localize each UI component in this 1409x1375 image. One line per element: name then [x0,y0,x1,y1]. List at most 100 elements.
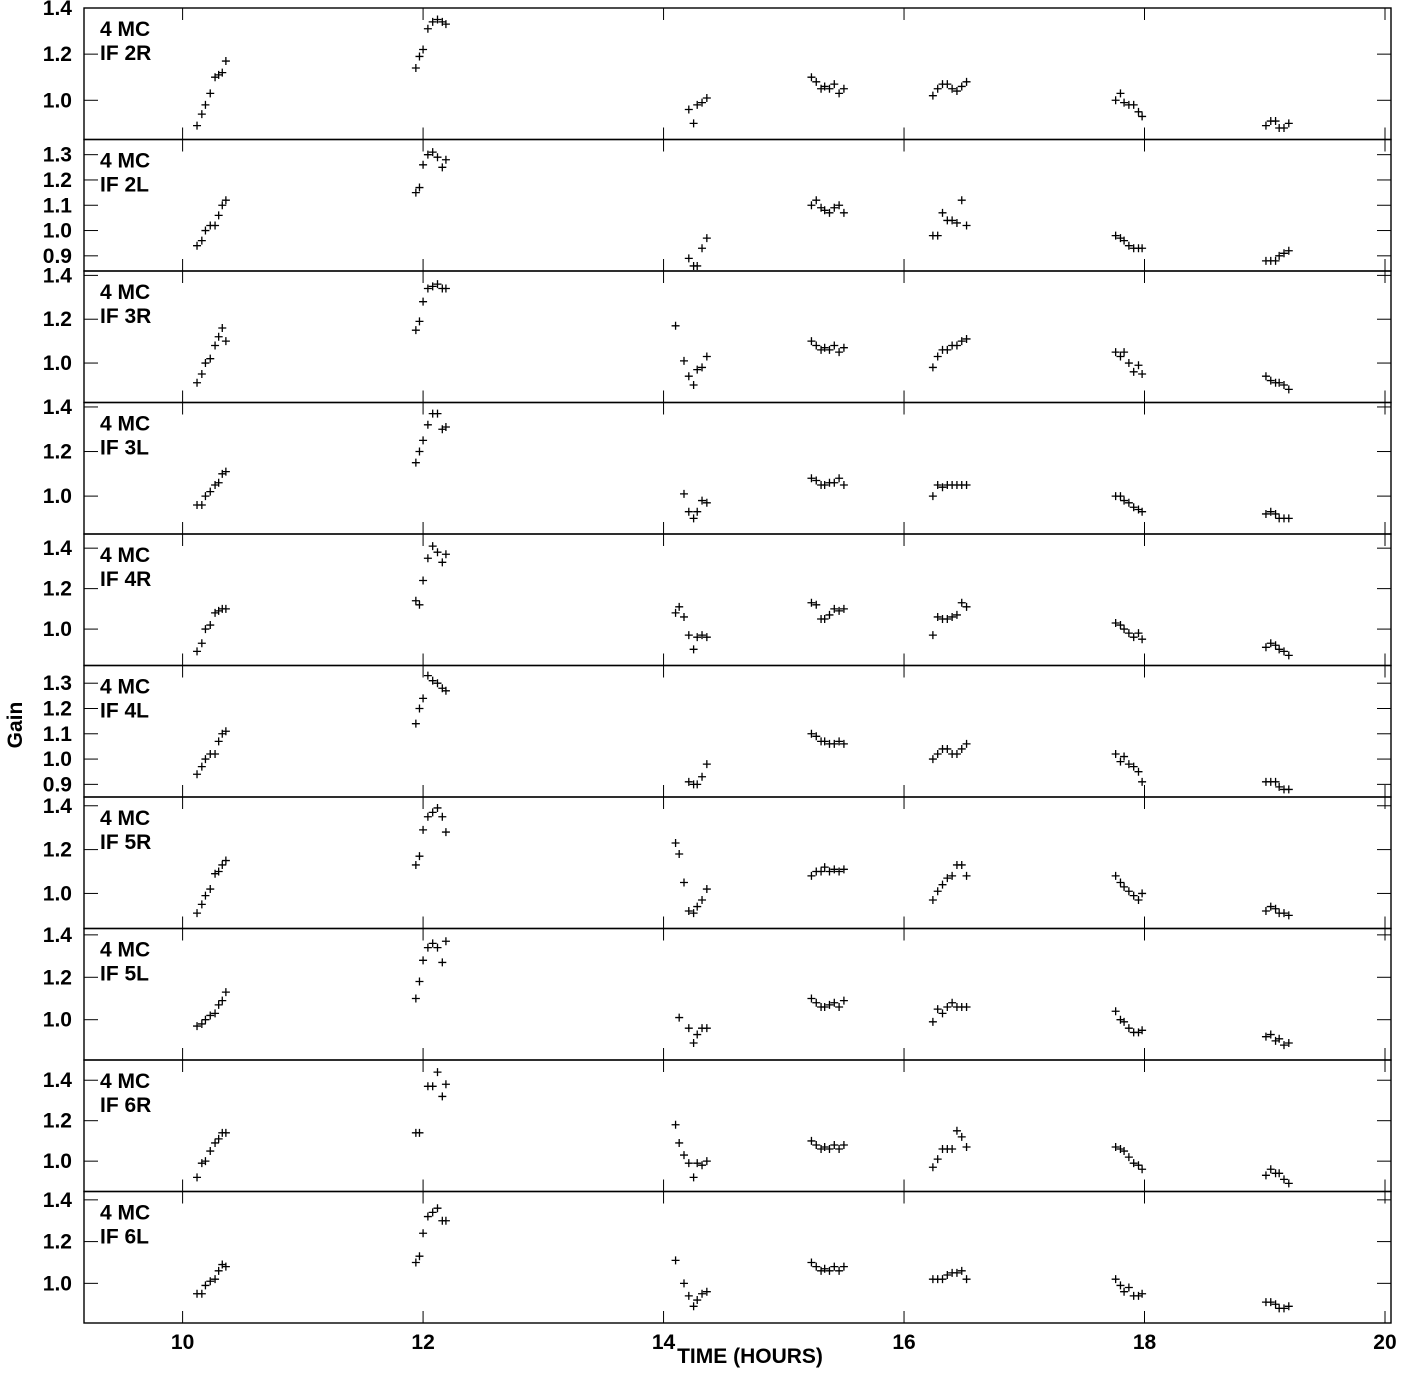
y-tick-label: 1.1 [43,723,73,746]
y-tick-label: 1.4 [43,537,73,560]
data-point [689,514,698,523]
data-point [193,647,202,656]
data-point [1120,1017,1129,1026]
data-point [807,73,816,82]
data-point [197,1159,206,1168]
data-point [835,1266,844,1275]
data-point [702,1157,711,1166]
data-point [679,878,688,887]
data-point [835,1145,844,1154]
data-point [812,341,821,350]
data-point [419,160,428,169]
data-point [962,739,971,748]
data-point [433,943,442,952]
data-point [820,1264,829,1273]
data-point [197,110,206,119]
data-point [1284,1039,1293,1048]
panel-label: IF 3R [100,305,151,328]
data-point [820,737,829,746]
y-tick-label: 1.4 [43,795,73,818]
panel-label: 4 MC [100,544,150,567]
data-point [684,1159,693,1168]
data-point [1279,647,1288,656]
y-tick-label: 1.0 [43,618,72,641]
panel-label: 4 MC [100,18,150,41]
panel-label: IF 3L [100,437,149,460]
data-point [1116,1145,1125,1154]
data-point [197,639,206,648]
data-point [820,863,829,872]
data-point [1279,1304,1288,1313]
data-point [830,478,839,487]
data-point [1111,1007,1120,1016]
data-point [839,343,848,352]
data-point [1124,1283,1133,1292]
data-point [1120,1147,1129,1156]
data-point [419,1229,428,1238]
data-point [689,1173,698,1182]
data-point [943,614,952,623]
data-point [1116,89,1125,98]
data-point [1275,645,1284,654]
y-tick-label: 0.9 [43,773,72,796]
data-point [218,323,227,332]
data-point [825,1266,834,1275]
data-point [689,645,698,654]
data-point [807,994,816,1003]
data-point [214,737,223,746]
data-point [671,1120,680,1129]
data-point [830,341,839,350]
data-point [214,1134,223,1143]
data-point [830,203,839,212]
data-point [411,994,420,1003]
data-point [948,871,957,880]
data-point [812,732,821,741]
data-point [415,447,424,456]
data-point [1271,1300,1280,1309]
data-point [830,1262,839,1271]
data-point [952,218,961,227]
data-point [933,480,942,489]
data-point [684,906,693,915]
data-point [1124,1153,1133,1162]
data-point [933,1005,942,1014]
data-point [1129,503,1138,512]
data-point [679,612,688,621]
data-point [211,1275,220,1284]
data-point [441,1080,450,1089]
data-point [433,409,442,418]
data-point [1129,1159,1138,1168]
data-point [693,1159,702,1168]
data-point [957,598,966,607]
data-point [702,1024,711,1033]
data-point [825,345,834,354]
y-tick-label: 1.4 [43,924,73,947]
data-point [1266,1165,1275,1174]
data-point [411,458,420,467]
data-point [928,631,937,640]
data-point [221,337,230,346]
data-point [415,852,424,861]
data-point [428,282,437,291]
data-point [197,762,206,771]
data-point [197,900,206,909]
data-point [1120,625,1129,634]
data-point [1284,246,1293,255]
data-point [698,98,707,107]
data-point [1120,348,1129,357]
data-point [1124,760,1133,769]
data-point [830,998,839,1007]
data-point [428,1082,437,1091]
data-point [1120,98,1129,107]
data-point [211,341,220,350]
data-point [433,153,442,162]
data-point [1266,376,1275,385]
data-point [1275,782,1284,791]
data-point [812,476,821,485]
data-point [1138,244,1147,253]
panel-frame [83,401,1392,535]
data-point [835,348,844,357]
